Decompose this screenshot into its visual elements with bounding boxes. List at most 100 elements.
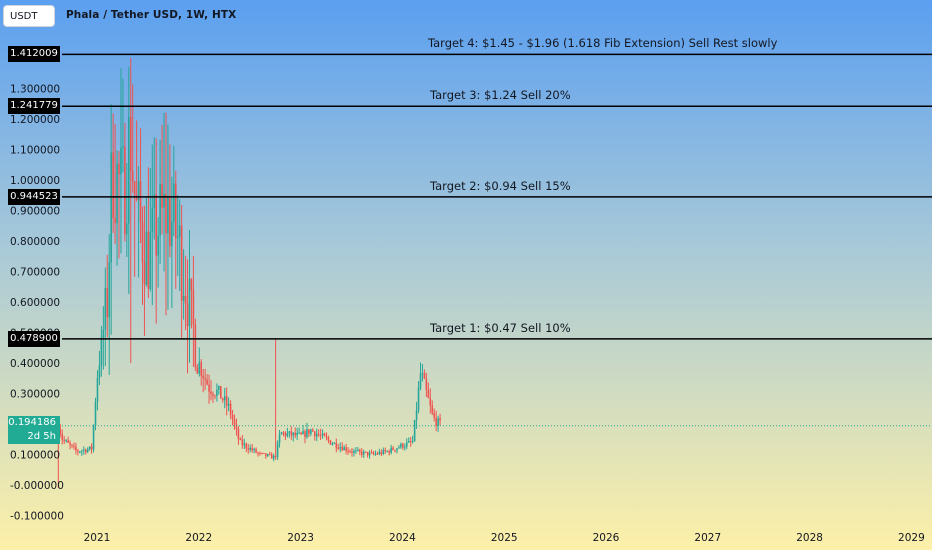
candle <box>147 167 150 299</box>
candle <box>96 370 99 411</box>
candle <box>325 432 328 441</box>
candle <box>145 196 148 287</box>
candle <box>286 427 289 438</box>
candle <box>174 170 177 289</box>
candle <box>245 442 248 453</box>
candle <box>300 431 302 435</box>
candle <box>75 442 77 455</box>
candle <box>257 451 259 457</box>
candle <box>190 277 193 329</box>
candle <box>106 254 109 338</box>
candle <box>439 413 441 426</box>
target-label[interactable]: Target 4: $1.45 - $1.96 (1.618 Fib Exten… <box>428 36 778 51</box>
candle <box>194 318 197 371</box>
candle <box>382 447 385 456</box>
candle <box>192 255 195 367</box>
candle <box>165 112 167 316</box>
candle <box>208 374 210 404</box>
candle <box>323 432 326 437</box>
target-label[interactable]: Target 3: $1.24 Sell 20% <box>430 88 571 103</box>
candle <box>227 397 230 412</box>
candle <box>127 66 130 294</box>
candle <box>73 442 75 450</box>
candle <box>120 68 122 254</box>
candle <box>180 204 183 338</box>
y-tick-label: 1.100000 <box>10 145 60 157</box>
candle <box>419 362 422 391</box>
candle <box>292 431 295 442</box>
x-tick-label: 2029 <box>898 532 925 544</box>
bar-countdown: 2d 5h <box>27 431 56 442</box>
candle <box>233 414 236 430</box>
candle <box>259 451 261 456</box>
symbol-title: Phala / Tether USD, 1W, HTX <box>66 9 237 21</box>
candle <box>378 448 381 456</box>
candle <box>108 234 111 375</box>
candle <box>417 381 420 414</box>
candle <box>163 112 165 272</box>
candle <box>86 447 89 454</box>
x-tick-label: 2022 <box>185 532 212 544</box>
last-price-tag: 0.194186 2d 5h <box>8 416 60 444</box>
candle <box>212 391 214 403</box>
candle <box>206 374 208 386</box>
candle <box>151 144 154 306</box>
candle <box>333 442 336 445</box>
candle <box>298 427 300 434</box>
candle <box>81 449 83 456</box>
candle <box>114 123 116 245</box>
candle <box>353 448 355 457</box>
candle <box>235 418 238 436</box>
candle <box>331 441 334 446</box>
last-price-value: 0.194186 <box>8 417 56 428</box>
currency-selector[interactable]: USDT <box>3 5 55 27</box>
candle <box>141 206 144 305</box>
candle <box>415 401 418 429</box>
y-tick-label: 0.600000 <box>10 297 60 309</box>
candle <box>351 448 353 457</box>
candle <box>102 306 105 370</box>
candle <box>290 426 293 440</box>
candle <box>278 430 281 448</box>
candle <box>384 447 387 454</box>
candle <box>94 397 97 431</box>
candle <box>435 410 437 432</box>
candle <box>71 444 73 449</box>
candle <box>188 229 191 363</box>
candle <box>186 259 189 374</box>
candle <box>355 447 357 455</box>
y-tick-label: 1.000000 <box>10 175 60 187</box>
candle <box>157 217 159 288</box>
candle <box>159 139 161 264</box>
target-label[interactable]: Target 1: $0.47 Sell 10% <box>430 320 571 335</box>
candle <box>129 58 132 363</box>
candle <box>196 364 199 374</box>
candle <box>220 386 222 399</box>
candle <box>376 451 379 455</box>
candle <box>398 445 400 449</box>
y-tick-label: -0.000000 <box>10 480 64 492</box>
candle <box>396 447 398 454</box>
x-tick-label: 2024 <box>389 532 416 544</box>
candle <box>90 443 93 454</box>
candle <box>200 359 203 386</box>
candle <box>135 120 138 202</box>
candle <box>349 449 351 454</box>
y-tick-label: 0.100000 <box>10 450 60 462</box>
candle <box>110 103 112 335</box>
candle <box>294 427 296 439</box>
candle <box>112 113 114 234</box>
candle <box>84 448 87 455</box>
candle <box>400 442 402 449</box>
candle <box>124 123 126 242</box>
candle <box>302 424 304 435</box>
candle <box>274 338 277 460</box>
candle <box>339 442 342 453</box>
candle <box>405 438 408 450</box>
candle <box>272 453 275 462</box>
candle <box>423 369 426 380</box>
candle <box>313 430 316 441</box>
target-label[interactable]: Target 2: $0.94 Sell 15% <box>430 178 571 193</box>
